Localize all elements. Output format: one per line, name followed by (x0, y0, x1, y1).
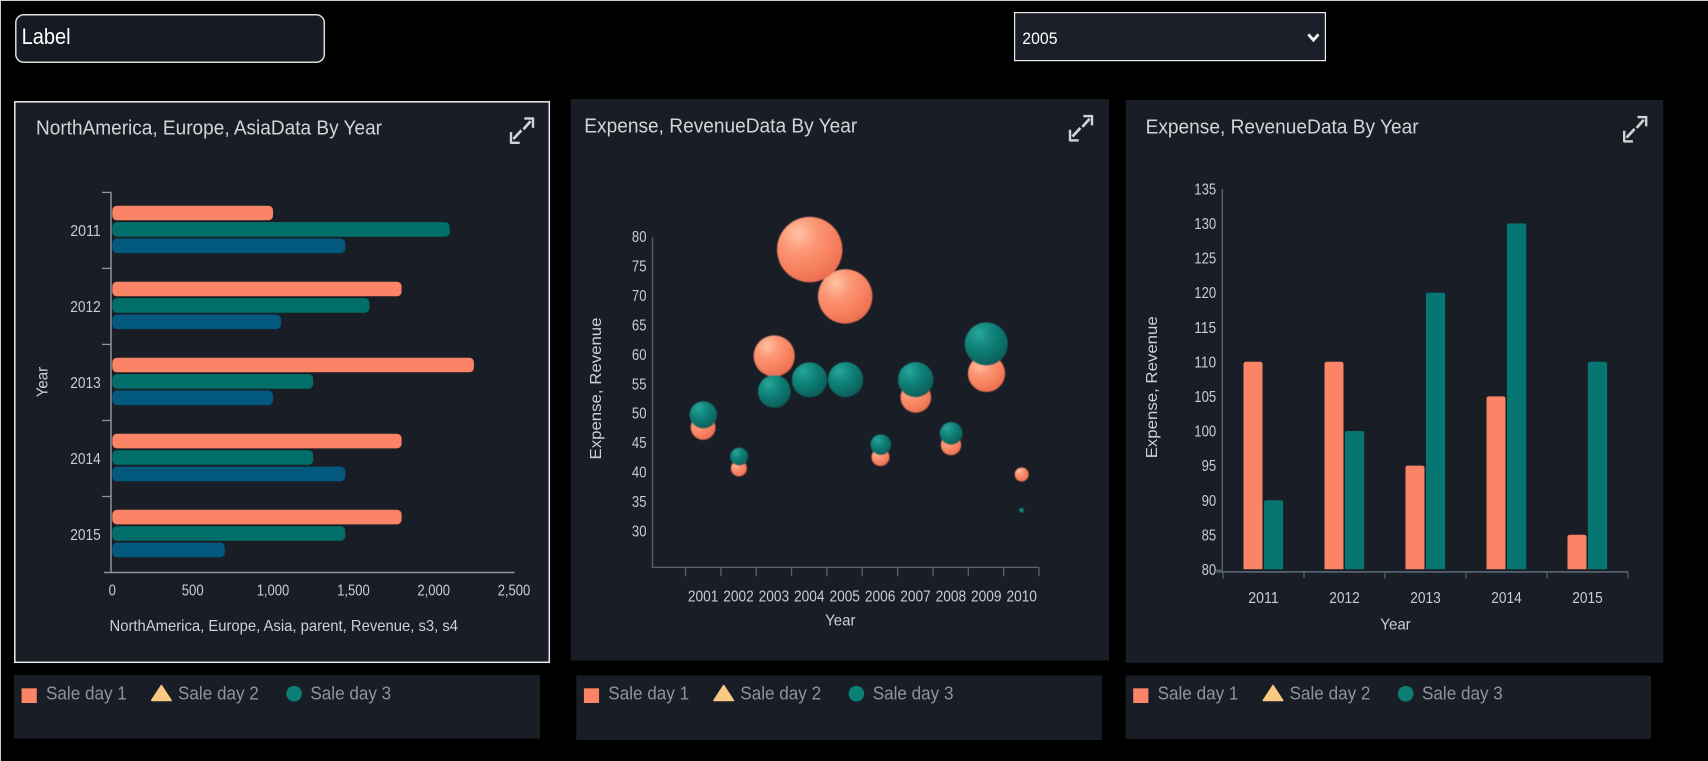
svg-text:2010: 2010 (1006, 589, 1037, 606)
svg-text:Year: Year (34, 366, 51, 397)
svg-text:115: 115 (1194, 320, 1216, 337)
svg-text:Year: Year (1380, 617, 1411, 634)
svg-text:130: 130 (1194, 216, 1216, 233)
svg-text:2013: 2013 (70, 375, 101, 392)
svg-text:Sale day 3: Sale day 3 (310, 683, 391, 703)
svg-text:1,500: 1,500 (337, 583, 370, 600)
svg-text:NorthAmerica, Europe, AsiaData: NorthAmerica, Europe, AsiaData By Year (36, 118, 382, 140)
svg-text:120: 120 (1194, 285, 1216, 302)
svg-text:Sale day 1: Sale day 1 (46, 683, 127, 703)
svg-text:35: 35 (632, 494, 647, 511)
svg-text:30: 30 (632, 524, 647, 541)
svg-text:2012: 2012 (70, 299, 101, 316)
svg-text:2014: 2014 (70, 451, 101, 468)
svg-text:80: 80 (1202, 562, 1217, 579)
svg-text:70: 70 (632, 288, 647, 305)
svg-text:Year: Year (825, 612, 856, 629)
svg-text:75: 75 (632, 259, 647, 276)
svg-text:100: 100 (1194, 424, 1216, 441)
svg-text:2015: 2015 (70, 527, 101, 544)
svg-text:90: 90 (1202, 493, 1217, 510)
svg-text:Expense, Revenue: Expense, Revenue (1144, 316, 1161, 458)
svg-text:2,000: 2,000 (417, 583, 450, 600)
svg-text:Sale day 2: Sale day 2 (1290, 683, 1371, 703)
svg-text:50: 50 (632, 406, 647, 423)
svg-text:55: 55 (632, 376, 647, 393)
svg-text:Label: Label (22, 24, 71, 49)
svg-text:2003: 2003 (759, 589, 790, 606)
svg-text:Sale day 2: Sale day 2 (740, 683, 821, 703)
svg-text:2004: 2004 (794, 589, 825, 606)
svg-text:60: 60 (632, 347, 647, 364)
svg-text:Sale day 3: Sale day 3 (1422, 683, 1503, 703)
svg-text:125: 125 (1194, 251, 1216, 268)
svg-text:2011: 2011 (1248, 590, 1279, 607)
svg-text:80: 80 (632, 229, 647, 246)
svg-text:2001: 2001 (688, 589, 719, 606)
svg-text:Expense, Revenue: Expense, Revenue (588, 317, 605, 459)
svg-text:40: 40 (632, 465, 647, 482)
svg-text:2015: 2015 (1572, 590, 1603, 607)
svg-text:2005: 2005 (829, 589, 860, 606)
svg-text:2009: 2009 (971, 589, 1002, 606)
svg-text:85: 85 (1202, 527, 1217, 544)
svg-text:Sale day 3: Sale day 3 (873, 683, 954, 703)
svg-text:65: 65 (632, 317, 647, 334)
svg-text:Sale day 1: Sale day 1 (1158, 683, 1239, 703)
svg-text:2007: 2007 (900, 589, 931, 606)
svg-text:2005: 2005 (1022, 29, 1057, 48)
svg-text:95: 95 (1202, 458, 1217, 475)
svg-text:Expense, RevenueData By Year: Expense, RevenueData By Year (584, 116, 857, 138)
svg-text:1,000: 1,000 (257, 583, 290, 600)
svg-text:500: 500 (182, 583, 204, 600)
svg-text:105: 105 (1194, 389, 1216, 406)
svg-text:Sale day 2: Sale day 2 (178, 683, 259, 703)
svg-text:2014: 2014 (1491, 590, 1522, 607)
svg-text:Expense, RevenueData By Year: Expense, RevenueData By Year (1146, 117, 1419, 139)
svg-text:2002: 2002 (723, 589, 754, 606)
svg-text:45: 45 (632, 435, 647, 452)
svg-text:110: 110 (1194, 354, 1216, 371)
svg-text:2011: 2011 (70, 223, 101, 240)
svg-text:2008: 2008 (936, 589, 967, 606)
svg-text:2006: 2006 (865, 589, 896, 606)
svg-text:2012: 2012 (1329, 590, 1360, 607)
svg-text:2,500: 2,500 (498, 583, 531, 600)
svg-text:135: 135 (1194, 181, 1216, 198)
svg-text:0: 0 (109, 583, 117, 600)
svg-text:NorthAmerica, Europe, Asia, pa: NorthAmerica, Europe, Asia, parent, Reve… (110, 618, 459, 635)
svg-text:2013: 2013 (1410, 590, 1441, 607)
svg-text:Sale day 1: Sale day 1 (608, 683, 689, 703)
